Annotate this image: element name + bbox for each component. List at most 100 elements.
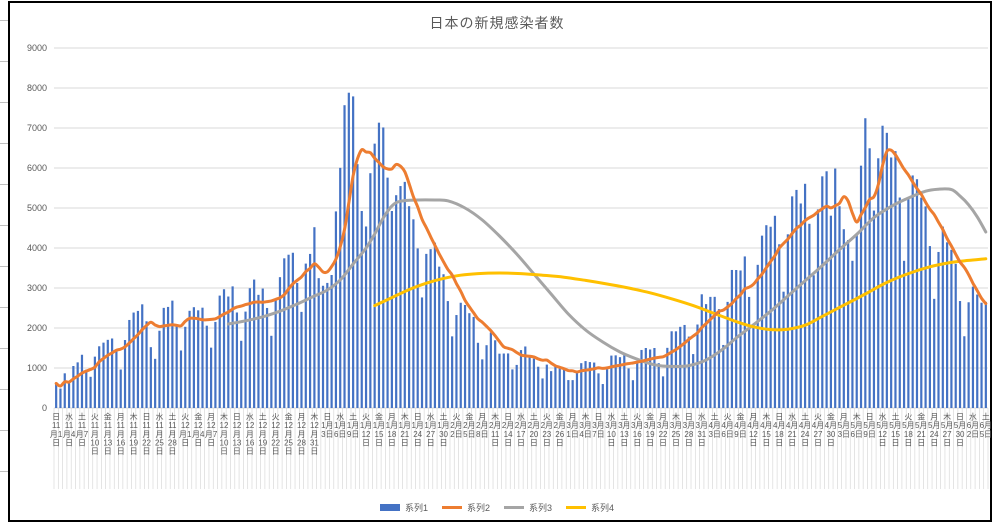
bar-series1 [179,350,183,408]
bar-series1 [343,105,346,408]
line-series4 [373,257,988,332]
x-axis-label: 日 3月 28 日 [683,413,695,448]
bar-series1 [700,294,703,408]
x-axis-label: 金 1月 15 日 [373,412,385,448]
bar-series1 [605,369,609,408]
legend-label: 系列2 [466,502,490,513]
bar-series1 [713,296,716,408]
bar-series1 [971,286,975,408]
bar-series1 [782,291,785,408]
bar-series1 [778,244,781,408]
bar-series1 [769,226,772,408]
bar-series1 [274,300,277,408]
bar-series1 [76,362,79,408]
x-axis-label: 木 4月 15 日 [760,412,772,448]
bar-series1 [627,368,630,408]
spreadsheet-row-ticks [0,20,8,500]
x-axis-label: 火 1月 12 日 [360,413,372,448]
bar-series1 [847,240,850,408]
x-axis-label: 火 2月 2日 [450,413,462,439]
x-axis-label: 金 5月 21 日 [915,412,927,448]
x-axis-label: 土 1月 30 日 [437,412,449,448]
bar-series1 [429,249,432,408]
x-axis-label: 火 5月 18 日 [902,413,914,448]
bar-series1 [373,143,376,408]
x-axis-label: 月 2月 8日 [476,413,488,439]
bar-series1 [145,321,148,408]
bar-series1 [227,296,230,408]
x-axis-label: 水 1月 27 日 [424,412,436,448]
bar-series1 [313,227,316,408]
bar-series1 [382,127,385,408]
bar-series1 [786,234,789,408]
bar-series1 [950,249,953,408]
bar-series1 [562,368,566,408]
bar-series1 [451,336,454,408]
bar-series1 [976,294,979,408]
bar-series1 [278,277,282,408]
bar-series1 [791,196,794,408]
y-axis-label: 4000 [27,243,47,253]
x-axis-label: 金 2月 26 日 [554,412,566,448]
x-axis-label: 日 12 月 13 日 [232,413,241,456]
bar-series1 [472,316,475,408]
bar-series1 [941,226,944,408]
bar-series1 [494,340,497,408]
bar-series1 [175,325,178,408]
x-axis-label: 月 3月 22 日 [657,413,669,448]
bar-series1 [902,260,906,408]
bar-series1 [407,206,411,408]
x-axis-label: 火 12 月1 日 [179,413,192,448]
bar-series1 [326,282,329,408]
bar-series1 [201,307,204,408]
x-axis-label: 水 6月 2日 [967,412,979,439]
bar-series1 [188,310,191,408]
x-axis-label: 金 12 月 25 日 [284,412,293,456]
y-axis-label: 6000 [27,163,47,173]
x-axis-label: 土 11 月7 日 [76,412,89,448]
x-axis-label: 土 2月 20 日 [528,412,540,448]
bar-series1 [438,266,441,408]
bar-series1 [446,301,449,408]
y-axis-label: 7000 [27,123,47,133]
line-series3 [226,187,988,368]
legend-line-swatch [566,505,587,509]
bar-series1 [885,132,888,408]
bar-series1 [317,278,320,408]
x-axis-label: 木 12 月 10 日 [220,412,229,456]
bar-series1 [334,211,338,408]
bar-series1 [584,361,587,408]
bar-series1 [291,252,294,408]
legend-label: 系列4 [591,502,615,513]
bar-series1 [963,336,966,408]
bar-series1 [958,301,962,408]
bar-series1 [631,380,635,408]
bar-series1 [748,296,751,408]
bar-series1 [244,311,247,408]
bar-series1 [321,285,325,408]
bar-series1 [330,275,333,408]
y-axis-label: 3000 [27,283,47,293]
bar-series1 [55,383,58,408]
bar-series1 [528,355,531,408]
bar-series1 [773,215,777,408]
bar-series1 [532,358,536,408]
bar-series1 [132,312,135,408]
x-axis-label: 水 11 月 25 日 [155,412,164,456]
bar-series1 [386,177,389,408]
bar-series1 [136,310,140,408]
bar-series1 [653,348,656,408]
x-axis-label: 水 4月 21 日 [786,412,798,448]
x-axis-label: 水 2月 17 日 [515,412,527,448]
x-axis-label: 火 12 月 22 日 [271,413,280,456]
x-axis-label: 木 2月 11 日 [489,412,501,448]
y-axis-label: 0 [42,403,47,413]
bar-series1 [352,96,355,409]
x-axis-label: 月 4月 12 日 [747,413,759,448]
bar-series1 [657,363,660,408]
bar-series1 [915,179,919,408]
bar-series1 [261,288,264,408]
x-axis-label: 木 3月 4日 [579,412,591,439]
x-axis-label: 水 3月 10 日 [605,412,617,448]
bar-series1 [868,148,871,408]
